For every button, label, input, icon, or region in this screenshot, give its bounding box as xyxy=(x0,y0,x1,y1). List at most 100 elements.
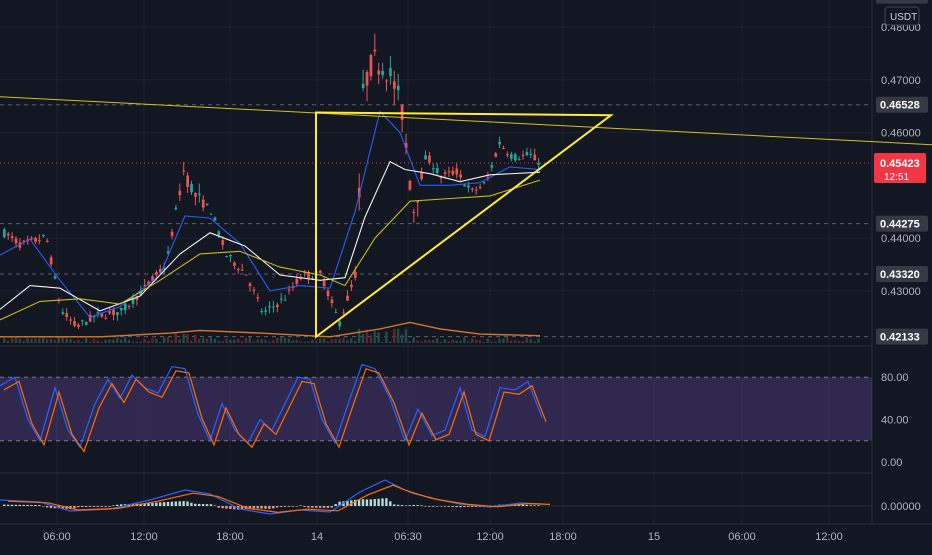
volume-bar xyxy=(377,332,380,343)
candle-body xyxy=(217,231,221,236)
volume-bar xyxy=(276,337,279,343)
moving-average-2 xyxy=(0,160,541,312)
candle-body xyxy=(408,180,412,190)
currency-badge[interactable]: USDT xyxy=(884,6,920,26)
volume-bar xyxy=(381,341,384,343)
candle-body xyxy=(248,283,252,287)
candle-body xyxy=(510,154,513,159)
macd-histogram-bar xyxy=(143,503,146,506)
volume-bar xyxy=(334,339,337,343)
volume-bar xyxy=(482,341,486,343)
price-level-label: 0.46528 xyxy=(876,96,928,113)
candle-body xyxy=(311,278,314,280)
volume-bar xyxy=(65,338,68,343)
price-tick-label: 0.44000 xyxy=(881,233,921,245)
trendline-triangle[interactable] xyxy=(315,111,614,339)
candle-body xyxy=(428,155,431,163)
macd-histogram-bar xyxy=(279,506,283,507)
volume-bar xyxy=(330,339,333,343)
macd-histogram-bar xyxy=(467,506,470,507)
stoch-d-line xyxy=(3,367,547,453)
volume-bar xyxy=(455,340,458,343)
volume-bar xyxy=(30,338,33,343)
candle-body xyxy=(116,312,119,316)
macd-histogram-bar xyxy=(428,506,431,507)
macd-histogram-bar xyxy=(225,506,228,509)
macd-histogram-bar xyxy=(77,506,80,508)
volume-bar xyxy=(318,338,322,343)
candle-body xyxy=(276,304,279,308)
macd-histogram-bar xyxy=(439,506,443,507)
volume-bar xyxy=(311,340,314,343)
volume-bar xyxy=(209,337,213,343)
macd-histogram-bar xyxy=(147,503,150,506)
candle-body xyxy=(61,312,65,314)
macd-histogram-bar xyxy=(190,502,193,506)
candle-body xyxy=(209,213,213,215)
volume-bar xyxy=(474,339,478,343)
macd-histogram-bar xyxy=(393,504,396,506)
macd-histogram-bar xyxy=(108,506,111,507)
macd-histogram-bar xyxy=(283,506,287,507)
macd-histogram-bar xyxy=(81,506,84,508)
macd-histogram-bar xyxy=(404,505,408,506)
macd-histogram-bar xyxy=(26,504,29,506)
candle-body xyxy=(486,177,490,179)
macd-histogram-bar xyxy=(272,506,275,509)
candle-body xyxy=(350,284,353,288)
candle-body xyxy=(354,271,357,278)
time-axis: 06:00 12:00 18:00 14 06:30 12:00 18:00 15 06:00 1… xyxy=(43,531,843,543)
grid xyxy=(0,0,872,524)
macd-histogram-bar xyxy=(256,506,259,509)
candle-body xyxy=(361,83,365,89)
volume-bar xyxy=(432,340,435,343)
macd-histogram-bar xyxy=(3,504,6,506)
time-tick-label: 18:00 xyxy=(549,531,577,543)
macd-histogram-bar xyxy=(170,501,174,506)
candle-body xyxy=(420,172,423,180)
volume-bar xyxy=(81,341,84,343)
macd-histogram-bar xyxy=(408,505,411,506)
candle-body xyxy=(190,184,193,193)
volume-bar xyxy=(77,339,80,343)
macd-histogram-bar xyxy=(385,498,388,506)
price-level-label-text: 0.42133 xyxy=(880,332,920,344)
volume-bar xyxy=(478,340,482,343)
volume-bar xyxy=(69,339,72,343)
volume-bar xyxy=(529,339,532,343)
volume-bar xyxy=(170,340,174,343)
candle-body xyxy=(100,312,104,317)
macd-histogram-bar xyxy=(96,506,99,507)
time-tick-label: 12:00 xyxy=(130,531,158,543)
volume-bar xyxy=(10,338,14,343)
macd-histogram-bar xyxy=(459,506,462,508)
macd-histogram-bar xyxy=(14,504,18,506)
candle-body xyxy=(225,255,228,257)
candle-body xyxy=(53,276,57,279)
macd-histogram-bar xyxy=(369,499,372,506)
macd-histogram-bar xyxy=(10,504,14,506)
volume-bar xyxy=(143,338,146,343)
volume-bar xyxy=(502,338,505,343)
volume-bar xyxy=(88,341,92,343)
volume-bar xyxy=(404,329,408,343)
candle-body xyxy=(365,72,369,86)
trendline-resistance[interactable] xyxy=(0,96,932,146)
volume-bar xyxy=(26,338,29,343)
candle-body xyxy=(151,276,154,281)
macd-histogram-bar xyxy=(248,506,252,509)
candle-body xyxy=(459,174,462,178)
candle-body xyxy=(170,231,174,237)
candle-body xyxy=(194,193,197,197)
macd-histogram-bar xyxy=(318,506,322,508)
macd-histogram-bar xyxy=(213,505,216,506)
volume-bar xyxy=(84,338,88,343)
volume-bar xyxy=(61,337,64,343)
macd-histogram-bar xyxy=(326,506,330,508)
candle-body xyxy=(463,184,466,187)
volume-bar xyxy=(268,341,271,343)
price-level-label-bg xyxy=(876,96,928,113)
candle-body xyxy=(240,269,244,271)
